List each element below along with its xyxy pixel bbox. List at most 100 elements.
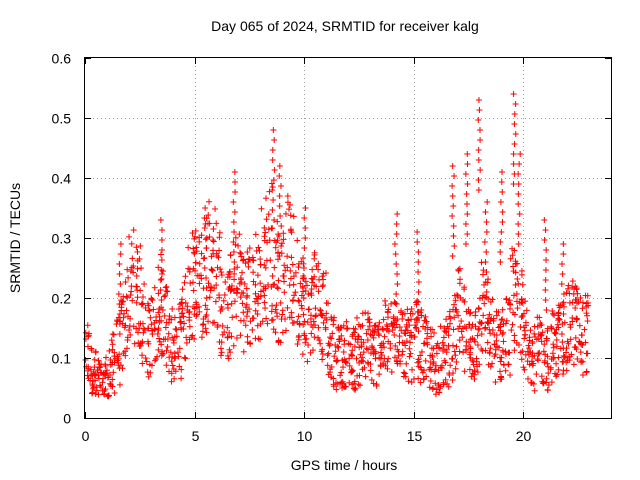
data-point xyxy=(489,327,496,334)
data-point xyxy=(333,358,340,365)
data-point xyxy=(108,361,115,368)
data-point xyxy=(337,372,344,379)
data-point xyxy=(555,315,562,322)
data-point xyxy=(497,259,504,265)
data-point xyxy=(535,350,542,357)
data-point xyxy=(244,308,251,315)
data-point xyxy=(439,339,446,346)
data-point xyxy=(346,379,353,386)
data-point xyxy=(559,261,566,267)
data-point xyxy=(510,181,517,187)
data-point xyxy=(506,349,513,356)
data-point xyxy=(409,366,416,373)
data-point xyxy=(358,336,365,343)
data-point xyxy=(497,249,504,255)
data-point xyxy=(117,281,124,287)
data-point xyxy=(367,367,374,374)
data-point xyxy=(481,325,488,332)
data-point xyxy=(129,297,136,304)
data-point xyxy=(566,357,573,364)
data-point xyxy=(133,299,140,306)
data-point xyxy=(185,265,192,272)
data-point xyxy=(167,349,174,356)
data-point xyxy=(250,269,257,276)
data-point xyxy=(237,294,244,301)
data-point xyxy=(254,311,261,318)
data-point xyxy=(517,349,524,356)
data-point xyxy=(252,281,259,288)
data-point xyxy=(552,330,559,337)
data-point xyxy=(399,351,406,358)
data-point xyxy=(489,296,496,303)
data-point xyxy=(297,280,304,287)
data-point xyxy=(332,379,339,386)
data-point xyxy=(535,331,542,338)
data-point xyxy=(155,346,162,353)
data-point xyxy=(497,199,504,205)
data-point xyxy=(417,379,424,386)
data-point xyxy=(300,295,307,301)
data-point xyxy=(519,281,526,288)
data-point xyxy=(474,332,481,339)
data-point xyxy=(210,247,217,254)
data-point xyxy=(86,330,93,337)
data-point xyxy=(484,199,491,205)
data-point xyxy=(207,283,214,290)
data-point xyxy=(330,375,337,382)
data-point xyxy=(275,337,282,344)
data-point xyxy=(563,367,570,374)
data-point xyxy=(492,346,499,353)
data-point xyxy=(276,173,283,179)
data-point xyxy=(355,333,362,340)
data-point xyxy=(162,324,169,331)
data-point xyxy=(178,375,185,382)
data-point xyxy=(241,280,248,287)
data-point xyxy=(262,229,269,236)
data-point xyxy=(341,337,348,344)
data-point xyxy=(364,337,371,344)
data-point xyxy=(162,284,169,291)
data-point xyxy=(163,362,170,369)
data-point xyxy=(463,308,470,315)
data-point xyxy=(359,357,366,364)
data-point xyxy=(392,251,399,257)
data-point xyxy=(257,336,264,343)
data-point xyxy=(111,390,118,397)
y-tick-label: 0.5 xyxy=(52,111,72,127)
data-point xyxy=(543,257,550,263)
data-point xyxy=(404,327,411,334)
data-point xyxy=(452,365,459,372)
data-point xyxy=(343,318,350,325)
data-point xyxy=(315,266,322,273)
data-point xyxy=(349,367,356,374)
y-tick-label: 0.6 xyxy=(52,51,72,67)
data-point xyxy=(484,339,491,346)
data-point xyxy=(182,355,189,362)
data-point xyxy=(109,341,116,348)
data-point xyxy=(135,329,142,336)
data-point xyxy=(244,249,251,256)
data-point xyxy=(159,307,166,313)
data-point xyxy=(246,245,253,252)
data-point xyxy=(443,316,450,323)
data-point xyxy=(474,342,481,349)
data-point xyxy=(499,316,506,323)
data-point xyxy=(512,101,519,107)
data-point xyxy=(295,336,302,343)
data-point xyxy=(109,376,116,383)
data-point xyxy=(200,255,207,262)
data-point xyxy=(300,265,307,271)
data-point xyxy=(521,366,528,373)
data-point xyxy=(299,285,306,291)
data-point xyxy=(402,373,409,380)
data-point xyxy=(271,264,278,271)
data-point xyxy=(209,267,216,274)
data-point xyxy=(499,306,506,313)
data-point xyxy=(432,366,439,373)
data-point xyxy=(181,320,188,327)
data-point xyxy=(218,269,225,276)
data-point xyxy=(423,318,430,325)
data-point xyxy=(424,324,431,331)
data-point xyxy=(192,259,199,266)
data-point xyxy=(315,324,322,331)
